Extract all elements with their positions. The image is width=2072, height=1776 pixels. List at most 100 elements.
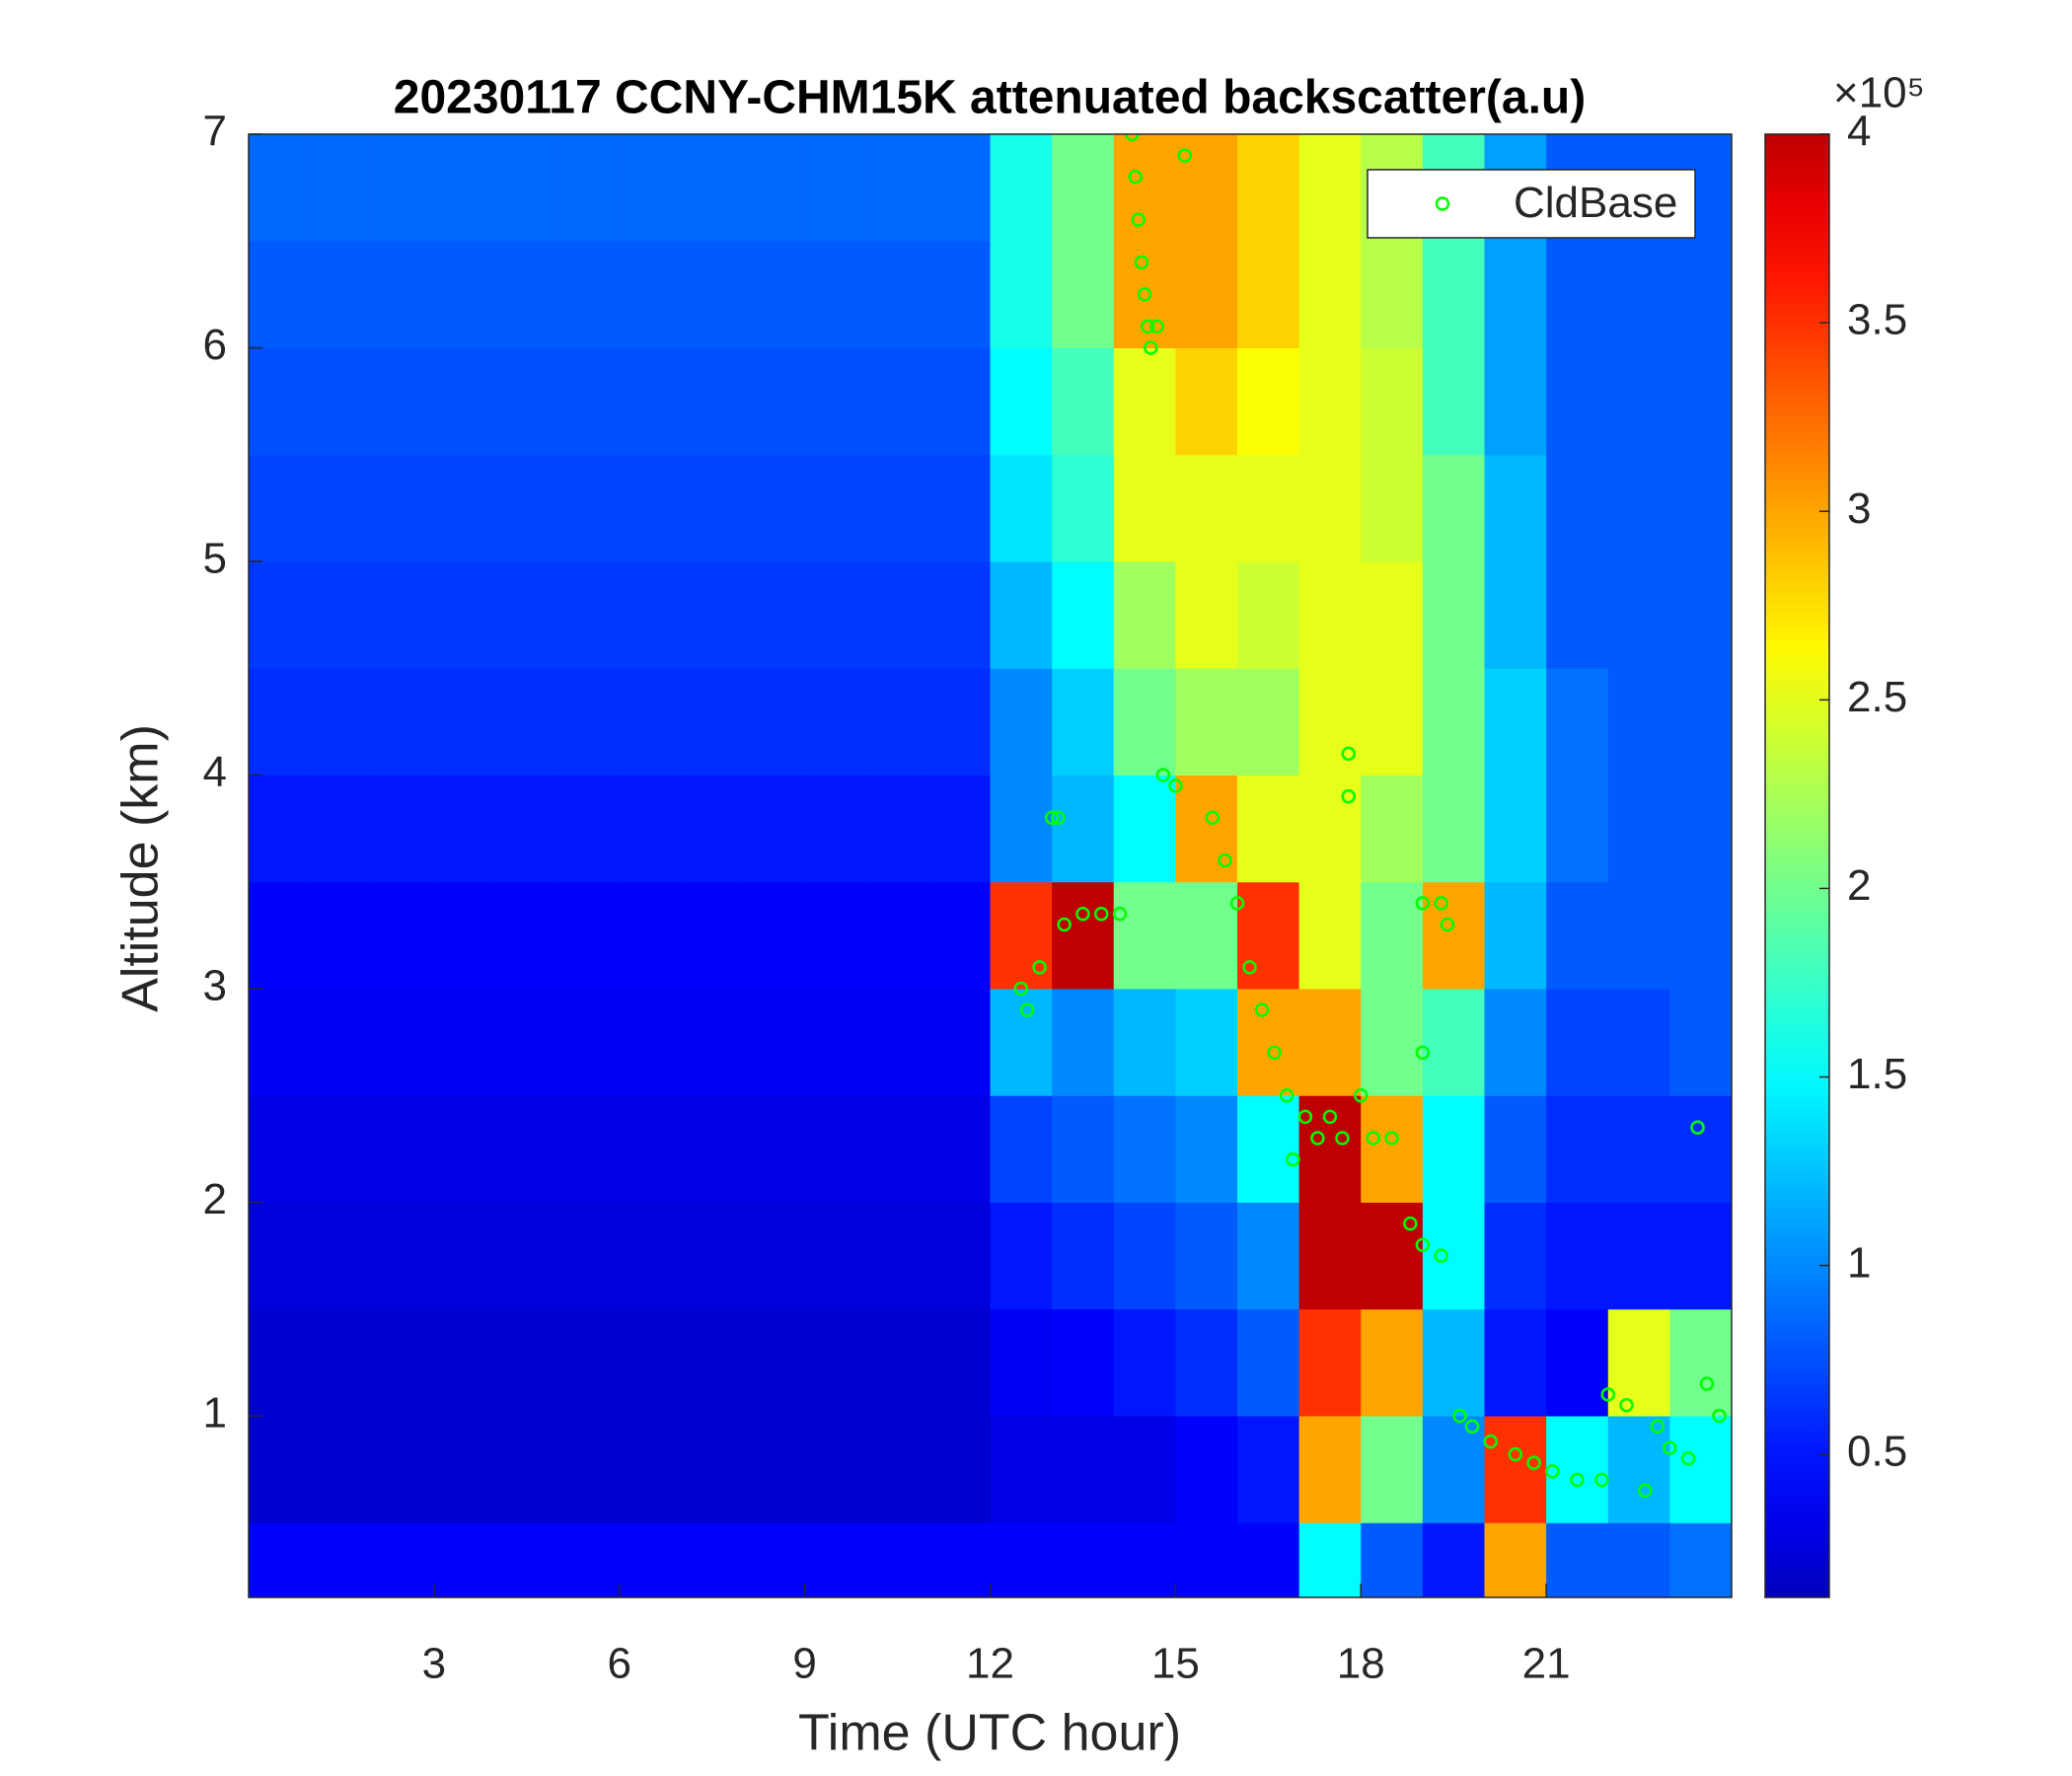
heatmap-cell — [1175, 1522, 1238, 1597]
heatmap-cell — [1422, 1202, 1485, 1310]
heatmap-cell — [433, 560, 496, 669]
heatmap-cell — [1669, 1095, 1732, 1203]
heatmap-cell — [1422, 241, 1485, 348]
heatmap-cell — [1052, 1095, 1115, 1203]
heatmap-cell — [495, 668, 558, 776]
heatmap-cell — [1052, 1202, 1115, 1310]
heatmap-cell — [1484, 988, 1547, 1096]
cloud-base-point — [1155, 768, 1171, 782]
heatmap-cell — [372, 881, 435, 990]
heatmap-cell — [1175, 1202, 1238, 1310]
heatmap-cell — [372, 560, 435, 669]
heatmap-cell — [310, 1522, 373, 1597]
cloud-base-point — [1144, 340, 1158, 355]
heatmap-cell — [743, 775, 806, 883]
heatmap-cell — [1607, 988, 1670, 1096]
x-tick-label: 18 — [1337, 1640, 1385, 1688]
cloud-base-point — [1415, 1045, 1431, 1061]
heatmap-cell — [866, 134, 929, 242]
heatmap-cell — [1607, 454, 1670, 562]
heatmap-cell — [1361, 241, 1424, 348]
heatmap-cell — [1422, 1095, 1485, 1203]
heatmap-cell — [681, 241, 744, 348]
heatmap-cell — [927, 241, 991, 348]
heatmap-cell — [1669, 347, 1732, 456]
heatmap-cell — [1298, 241, 1362, 348]
heatmap-cell — [310, 454, 373, 562]
heatmap-cell — [1484, 775, 1547, 883]
colorbar-multiplier: ×10⁵ — [1833, 69, 1925, 117]
cloud-base-point — [1341, 746, 1356, 762]
heatmap-cell — [743, 668, 806, 776]
heatmap-cell — [1669, 988, 1732, 1096]
heatmap-cell — [1237, 988, 1300, 1096]
heatmap-cell — [1052, 881, 1115, 990]
heatmap-cell — [1175, 454, 1238, 562]
heatmap-cell — [1113, 134, 1176, 242]
heatmap-cell — [495, 134, 558, 242]
heatmap-cell — [619, 1202, 682, 1310]
cloud-base-point — [1149, 319, 1164, 334]
heatmap-cell — [1052, 241, 1115, 348]
heatmap-cell — [1361, 775, 1424, 883]
y-tick-label: 5 — [203, 535, 227, 583]
heatmap-cell — [557, 988, 621, 1096]
cloud-base-point — [1403, 1216, 1418, 1231]
heatmap-cell — [1422, 560, 1485, 669]
heatmap-cell — [619, 1522, 682, 1597]
cloud-base-point — [1619, 1397, 1634, 1413]
heatmap-cell — [1607, 775, 1670, 883]
heatmap-cell — [804, 560, 867, 669]
heatmap-cell — [866, 347, 929, 456]
cloud-base-point — [1310, 1131, 1325, 1146]
heatmap-cell — [372, 988, 435, 1096]
cloud-base-point — [1286, 1151, 1300, 1167]
y-tick-label: 1 — [203, 1389, 227, 1438]
heatmap-cell — [1361, 881, 1424, 990]
heatmap-cell — [1361, 1415, 1424, 1523]
heatmap-cell — [1607, 1095, 1670, 1203]
heatmap-cell — [1484, 1202, 1547, 1310]
heatmap-cell — [1175, 1095, 1238, 1203]
colorbar-tick-label: 2 — [1847, 861, 1871, 910]
heatmap-cell — [1484, 1522, 1547, 1597]
cloud-base-point — [1600, 1387, 1615, 1402]
heatmap-cell — [1669, 1522, 1732, 1597]
heatmap-cell — [1669, 241, 1732, 348]
cloud-base-point — [1335, 1131, 1350, 1146]
heatmap-cell — [1669, 1415, 1732, 1523]
heatmap-cell — [433, 347, 496, 456]
heatmap-cell — [866, 560, 929, 669]
heatmap-cell — [1546, 1522, 1609, 1597]
heatmap-cell — [1237, 134, 1300, 242]
heatmap-cell — [743, 454, 806, 562]
heatmap-cell — [1422, 775, 1485, 883]
heatmap-cell — [990, 668, 1053, 776]
heatmap-cell — [1607, 347, 1670, 456]
heatmap-cell — [557, 1415, 621, 1523]
heatmap-cell — [990, 1202, 1053, 1310]
heatmap-cell — [619, 881, 682, 990]
cloud-base-point — [1594, 1472, 1609, 1488]
heatmap-cell — [249, 881, 312, 990]
heatmap-cell — [372, 1415, 435, 1523]
heatmap-cell — [433, 134, 496, 242]
heatmap-cell — [990, 881, 1053, 990]
heatmap-cell — [1298, 1522, 1362, 1597]
heatmap-cell — [743, 1415, 806, 1523]
heatmap-cell — [619, 134, 682, 242]
chart-title: 20230117 CCNY-CHM15K attenuated backscat… — [394, 72, 1586, 124]
y-tick-label: 2 — [203, 1175, 227, 1223]
heatmap-cell — [1113, 988, 1176, 1096]
heatmap-cell — [495, 775, 558, 883]
heatmap-cell — [1113, 668, 1176, 776]
heatmap-cell — [1484, 1308, 1547, 1417]
heatmap-cell — [804, 1522, 867, 1597]
heatmap-cell — [557, 347, 621, 456]
heatmap-cell — [557, 1095, 621, 1203]
cloud-base-point — [1177, 148, 1193, 163]
cloud-base-point — [1464, 1419, 1480, 1435]
x-axis-label: Time (UTC hour) — [798, 1705, 1181, 1762]
heatmap-cell — [1546, 347, 1609, 456]
cloud-base-point — [1229, 896, 1245, 911]
